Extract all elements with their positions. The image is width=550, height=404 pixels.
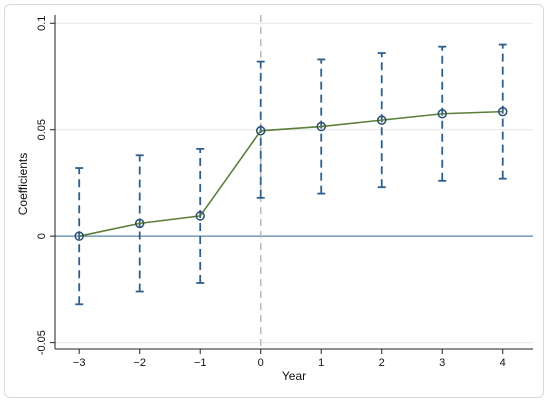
- confidence-intervals: [75, 43, 507, 306]
- x-tick-label-7: 4: [500, 357, 506, 369]
- coefficient-point-1: [134, 218, 145, 229]
- coefficient-point-0: [74, 231, 84, 241]
- x-tick-label-6: 3: [439, 357, 445, 369]
- chart-frame: [4, 4, 544, 398]
- reference-lines: [55, 15, 533, 349]
- x-tick-label-3: 0: [258, 357, 264, 369]
- x-tick-label-1: −2: [133, 357, 146, 369]
- y-tick-label-3: 0.1: [36, 16, 48, 31]
- x-tick-label-2: −1: [194, 357, 207, 369]
- y-tick-label-1: 0: [36, 233, 48, 239]
- grid-lines: [55, 22, 533, 344]
- axes: -0.05 0 0.05 0.1 −3 −2 −1 0 1 2 3 4: [36, 15, 533, 369]
- coefficient-point-3: [255, 126, 266, 136]
- coefficient-point-6: [437, 108, 447, 119]
- coefficient-point-7: [497, 106, 508, 117]
- x-axis-title: Year: [282, 369, 306, 383]
- coefficient-series-line: [79, 110, 503, 237]
- y-tick-label-2: 0.05: [36, 119, 48, 140]
- coefficient-point-5: [376, 115, 387, 125]
- coefficient-line: [79, 110, 503, 237]
- coefficient-markers: [74, 106, 508, 241]
- x-tick-label-5: 2: [379, 357, 385, 369]
- coefficient-point-4: [316, 121, 326, 132]
- y-tick-label-0: -0.05: [36, 330, 48, 355]
- x-tick-label-4: 1: [318, 357, 324, 369]
- coefficient-point-2: [195, 211, 205, 221]
- x-tick-label-0: −3: [73, 357, 86, 369]
- y-axis-title: Coefficients: [16, 153, 30, 215]
